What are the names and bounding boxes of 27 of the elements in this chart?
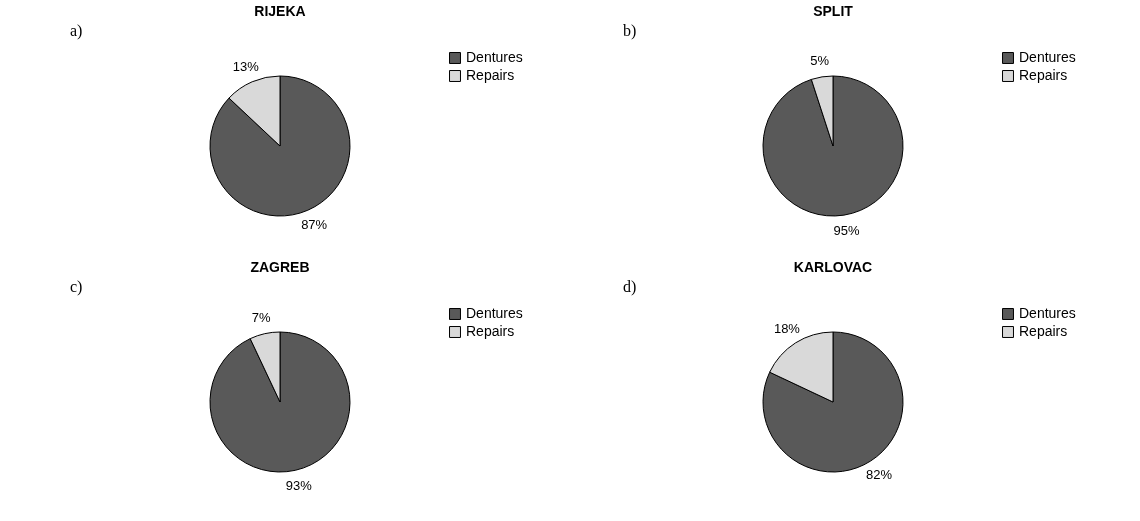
data-label: 13%: [232, 59, 260, 75]
chart-title: RIJEKA: [254, 3, 306, 19]
pie-slice: [209, 331, 351, 473]
legend-label: Repairs: [1019, 323, 1068, 339]
legend-label: Dentures: [466, 49, 523, 65]
data-label: 5%: [810, 53, 830, 69]
text: c): [70, 278, 83, 296]
data-label: 87%: [301, 216, 328, 232]
pie-slice: [209, 75, 351, 217]
chart-title: SPLIT: [813, 3, 854, 19]
data-label: 95%: [833, 222, 860, 238]
data-label: 7%: [251, 310, 272, 326]
text: d): [623, 278, 637, 296]
chart-title: KARLOVAC: [793, 259, 873, 275]
legend-label: Repairs: [466, 67, 515, 83]
data-label: 18%: [773, 321, 801, 337]
legend-label: Dentures: [1019, 49, 1076, 65]
text: a): [70, 22, 83, 40]
legend-label: Dentures: [1019, 305, 1076, 321]
legend-label: Dentures: [466, 305, 523, 321]
legend-label: Repairs: [466, 323, 515, 339]
data-label: 93%: [285, 477, 313, 493]
text: b): [623, 22, 637, 40]
legend-label: Repairs: [1019, 67, 1068, 83]
data-label: 82%: [866, 466, 893, 482]
chart-title: ZAGREB: [250, 259, 310, 275]
pie-slice: [762, 75, 904, 217]
